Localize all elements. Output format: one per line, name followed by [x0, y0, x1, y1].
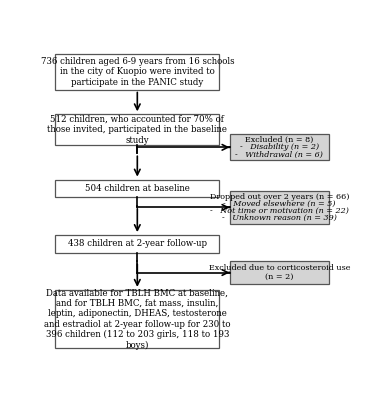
Text: Data available for TBLH BMC at baseline,
and for TBLH BMC, fat mass, insulin,
le: Data available for TBLH BMC at baseline,… — [44, 288, 231, 350]
Text: 438 children at 2-year follow-up: 438 children at 2-year follow-up — [68, 239, 207, 248]
Bar — [230, 262, 329, 284]
Text: Dropped out over 2 years (n = 66): Dropped out over 2 years (n = 66) — [209, 193, 349, 201]
Text: Excluded (n = 8): Excluded (n = 8) — [245, 136, 314, 144]
Bar — [55, 180, 219, 197]
Text: -   Disability (n = 2): - Disability (n = 2) — [240, 143, 319, 151]
Text: 504 children at baseline: 504 children at baseline — [85, 184, 190, 193]
Text: -   Unknown reason (n = 39): - Unknown reason (n = 39) — [222, 214, 337, 222]
Text: Excluded due to corticosteroid use: Excluded due to corticosteroid use — [209, 264, 350, 272]
Bar — [55, 54, 219, 90]
Bar — [55, 290, 219, 348]
Text: -   Withdrawal (n = 6): - Withdrawal (n = 6) — [235, 150, 323, 158]
Text: 512 children, who accounted for 70% of
those invited, participated in the baseli: 512 children, who accounted for 70% of t… — [47, 115, 227, 144]
Bar — [230, 191, 329, 224]
Bar — [55, 114, 219, 145]
Bar — [55, 235, 219, 253]
Text: -   Moved elsewhere (n = 5): - Moved elsewhere (n = 5) — [223, 200, 336, 208]
Text: 736 children aged 6-9 years from 16 schools
in the city of Kuopio were invited t: 736 children aged 6-9 years from 16 scho… — [41, 57, 234, 87]
Text: (n = 2): (n = 2) — [265, 273, 294, 281]
Bar — [230, 134, 329, 160]
Text: -   Not time or motivation (n = 22): - Not time or motivation (n = 22) — [210, 207, 349, 215]
